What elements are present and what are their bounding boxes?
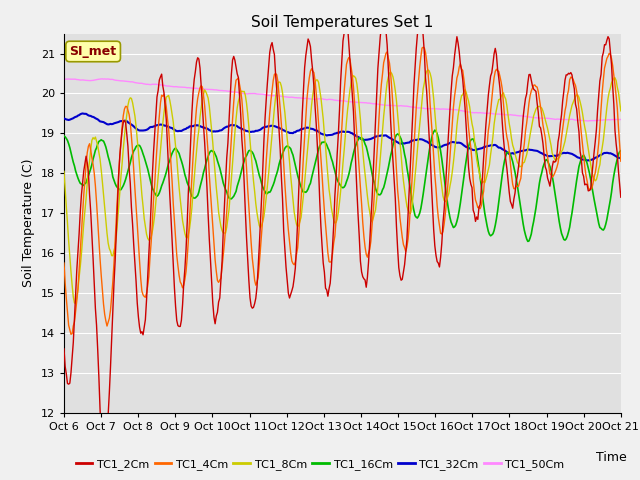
Legend: TC1_2Cm, TC1_4Cm, TC1_8Cm, TC1_16Cm, TC1_32Cm, TC1_50Cm: TC1_2Cm, TC1_4Cm, TC1_8Cm, TC1_16Cm, TC1… [71, 455, 569, 474]
Title: Soil Temperatures Set 1: Soil Temperatures Set 1 [252, 15, 433, 30]
Text: SI_met: SI_met [70, 45, 116, 58]
Y-axis label: Soil Temperature (C): Soil Temperature (C) [22, 159, 35, 288]
X-axis label: Time: Time [596, 451, 627, 464]
